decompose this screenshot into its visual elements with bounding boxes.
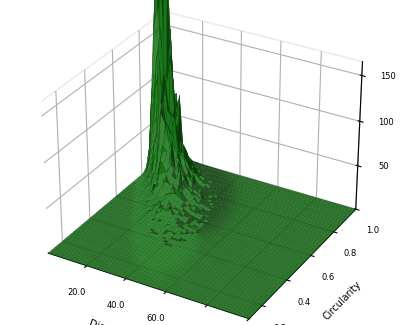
X-axis label: Diameter (um): Diameter (um) xyxy=(88,318,159,325)
Y-axis label: Circularity: Circularity xyxy=(321,279,363,322)
